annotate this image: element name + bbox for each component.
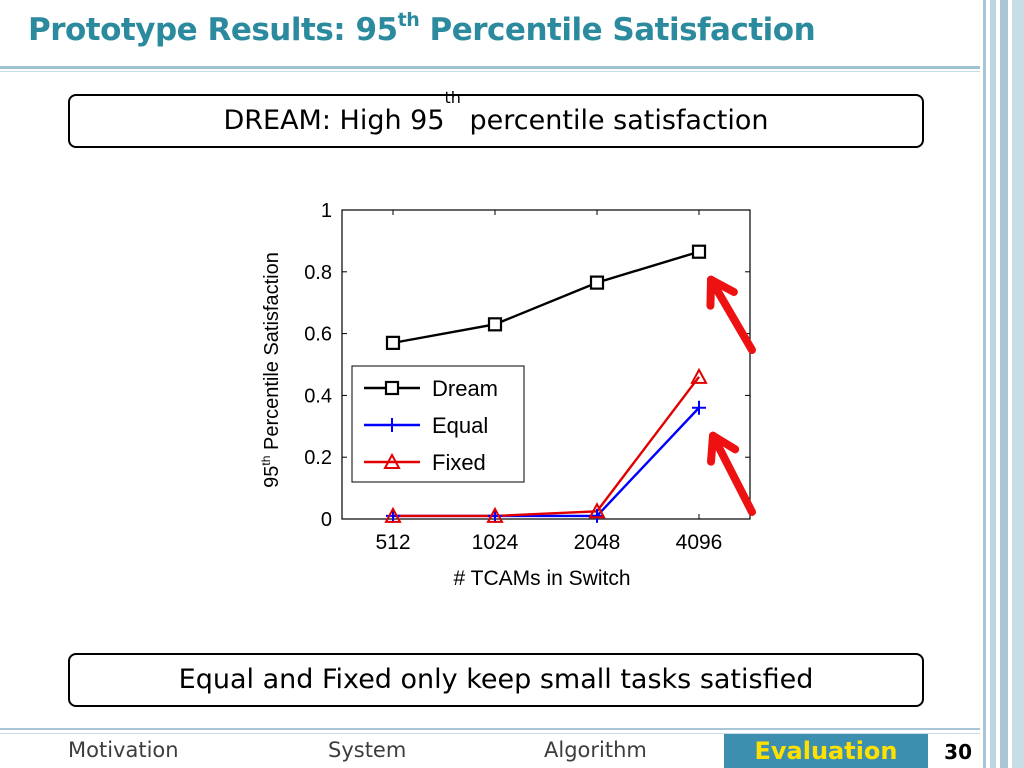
data-point-equal xyxy=(590,508,604,523)
page-number: 30 xyxy=(944,740,972,764)
data-point-dream xyxy=(691,244,707,259)
plot-frame xyxy=(341,209,751,520)
chart-ylabel-pre: 95 xyxy=(261,466,283,488)
x-tick-label: 2048 xyxy=(574,531,621,554)
slide-title: Prototype Results: 95th Percentile Satis… xyxy=(28,9,816,48)
callout-top-pre: DREAM: High 95 xyxy=(223,105,445,136)
data-point-fixed xyxy=(486,506,504,523)
slide-title-main: Prototype Results: 95 xyxy=(28,12,398,48)
data-point-equal xyxy=(692,400,706,415)
data-point-dream xyxy=(589,275,605,290)
title-divider xyxy=(0,66,980,69)
footer-divider xyxy=(0,728,980,730)
data-point-fixed xyxy=(588,502,606,519)
x-tick-label: 512 xyxy=(375,531,410,554)
chart-xlabel: # TCAMs in Switch xyxy=(454,567,631,590)
callout-bottom: Equal and Fixed only keep small tasks sa… xyxy=(68,653,924,707)
data-point-fixed xyxy=(690,367,708,384)
callout-top-sup: th xyxy=(444,88,461,107)
legend-marker-equal xyxy=(385,418,399,432)
x-tick-label: 4096 xyxy=(676,531,723,554)
data-point-dream xyxy=(487,317,503,332)
red-arrow-dream xyxy=(706,275,756,354)
title-divider-thin xyxy=(0,71,980,72)
legend-marker-dream xyxy=(384,380,400,396)
x-tick-label: 1024 xyxy=(472,531,519,554)
slide-title-rest: Percentile Satisfaction xyxy=(419,12,816,48)
legend-label-fixed: Fixed xyxy=(432,450,486,475)
chart-ylabel-post: Percentile Satisfaction xyxy=(261,252,283,455)
footer-divider-thin xyxy=(0,733,980,734)
callout-top-post: percentile satisfaction xyxy=(460,105,769,136)
y-tick-label: 0.4 xyxy=(304,385,332,407)
y-tick-label: 1 xyxy=(321,200,332,222)
y-tick-label: 0.8 xyxy=(304,262,332,284)
satisfaction-line-chart: 95th Percentile Satisfaction # TCAMs in … xyxy=(259,200,756,590)
legend-label-equal: Equal xyxy=(432,413,488,438)
data-point-fixed xyxy=(384,506,402,523)
slide-title-sup: th xyxy=(397,9,420,31)
callout-top: DREAM: High 95th percentile satisfaction xyxy=(68,90,924,148)
y-tick-label: 0.6 xyxy=(304,324,332,346)
series-line-dream xyxy=(392,250,700,345)
nav-system[interactable]: System xyxy=(328,738,407,762)
legend-label-dream: Dream xyxy=(432,376,498,401)
nav-evaluation-active[interactable]: Evaluation xyxy=(724,734,928,768)
red-arrow-equal-fixed xyxy=(706,431,756,516)
y-tick-label: 0 xyxy=(321,509,332,531)
y-tick-label: 0.2 xyxy=(304,447,332,469)
nav-algorithm[interactable]: Algorithm xyxy=(544,738,647,762)
data-point-dream xyxy=(385,335,401,350)
series-line-fixed xyxy=(393,376,700,518)
chart-ylabel: 95th Percentile Satisfaction xyxy=(259,252,283,488)
legend-marker-fixed xyxy=(383,452,401,469)
decorative-stripes xyxy=(978,0,1024,768)
nav-motivation[interactable]: Motivation xyxy=(68,738,179,762)
chart-ylabel-sup: th xyxy=(259,456,273,466)
